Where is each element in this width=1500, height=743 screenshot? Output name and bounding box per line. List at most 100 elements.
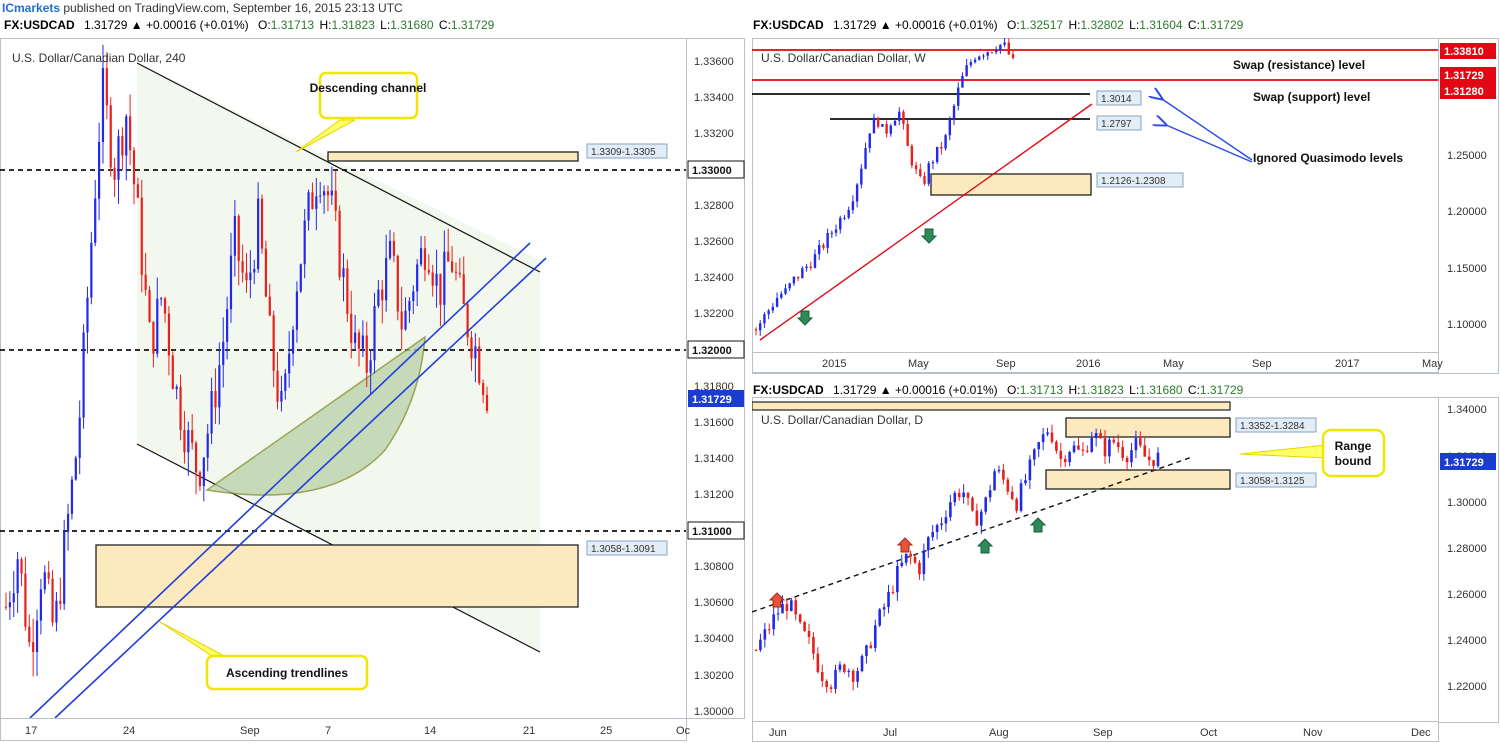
weekly-chart-title: U.S. Dollar/Canadian Dollar, W <box>761 51 926 65</box>
candle-body <box>101 68 105 142</box>
candle-body <box>754 649 758 651</box>
candle-body <box>927 163 930 184</box>
svg-text:1.3058-1.3091: 1.3058-1.3091 <box>591 544 656 555</box>
candle-body <box>798 614 802 623</box>
candle-body <box>887 591 890 608</box>
candle-body <box>218 365 221 408</box>
candle-body <box>1015 499 1018 511</box>
candle-body <box>988 490 992 498</box>
candle-body <box>785 603 789 611</box>
candle-body <box>400 311 403 330</box>
candle-body <box>763 314 766 324</box>
qm-arrow-1 <box>1162 99 1253 161</box>
candle-body <box>268 296 271 316</box>
svg-text:1.33400: 1.33400 <box>694 92 734 104</box>
ascending-trendline-lower <box>54 257 547 718</box>
candle-body <box>12 593 15 603</box>
candle-body <box>136 184 139 198</box>
candle-body <box>326 191 330 196</box>
svg-text:1.31729: 1.31729 <box>692 394 732 406</box>
candle-body <box>994 50 998 53</box>
candle-body <box>24 573 27 627</box>
svg-text:Oc: Oc <box>676 725 691 737</box>
svg-text:Sep: Sep <box>1252 358 1272 370</box>
candle-body <box>1059 450 1063 459</box>
weekly-demand-zone <box>930 173 1092 196</box>
candle-body <box>898 111 901 121</box>
candle-body <box>396 255 399 312</box>
candle-body <box>485 394 489 411</box>
candle-body <box>896 565 899 593</box>
candle-body <box>1077 445 1080 450</box>
svg-text:1.33200: 1.33200 <box>694 128 734 140</box>
candle-body <box>767 310 770 315</box>
weekly-time-axis[interactable] <box>752 352 1439 373</box>
daily-time-axis[interactable] <box>752 721 1439 742</box>
candle-body <box>1130 450 1133 463</box>
svg-text:7: 7 <box>325 725 331 737</box>
candle-body <box>1072 445 1076 452</box>
candle-body <box>35 620 39 652</box>
svg-text:1.31400: 1.31400 <box>694 453 734 465</box>
daily-x-ticks: Jun Jul Aug Sep Oct Nov Dec <box>769 727 1431 739</box>
svg-text:1.31000: 1.31000 <box>692 526 732 538</box>
candle-body <box>447 251 450 262</box>
weekly-x-ticks: 2015 May Sep 2016 May Sep 2017 May <box>822 358 1443 370</box>
candle-body <box>1116 442 1120 448</box>
daily-info-line: FX:USDCAD 1.31729 ▲ +0.00016 (+0.01%) O:… <box>753 383 1244 397</box>
svg-text:1.28000: 1.28000 <box>1447 543 1487 555</box>
candle-body <box>1011 54 1015 58</box>
candle-body <box>1003 42 1006 45</box>
candle-body <box>792 276 796 284</box>
h4-time-axis[interactable] <box>0 718 687 741</box>
svg-text:1.3309-1.3305: 1.3309-1.3305 <box>591 147 656 158</box>
svg-text:1.32200: 1.32200 <box>694 308 734 320</box>
candle-body <box>1007 42 1010 55</box>
svg-text:bound: bound <box>1335 454 1372 468</box>
range-bound-callout: Range bound <box>1239 428 1386 478</box>
candle-body <box>210 391 213 434</box>
candle-body <box>229 255 233 310</box>
candle-body <box>1006 479 1010 492</box>
candle-body <box>74 457 77 480</box>
svg-text:2015: 2015 <box>822 358 846 370</box>
candle-body <box>919 169 922 177</box>
svg-text:1.3058-1.3125: 1.3058-1.3125 <box>1240 476 1305 487</box>
brand-logo[interactable]: ICmarkets <box>2 1 61 15</box>
candle-body <box>902 111 905 124</box>
candle-body <box>125 116 128 156</box>
candle-body <box>965 65 968 76</box>
candle-body <box>361 335 364 349</box>
daily-price-axis[interactable] <box>1438 397 1499 723</box>
daily-up-arrow-1 <box>976 538 994 554</box>
h4-price-axis[interactable] <box>686 38 745 719</box>
candle-body <box>759 639 762 651</box>
candle-body <box>388 240 392 259</box>
weekly-up-arrow-1 <box>796 310 814 326</box>
candle-body <box>342 268 345 278</box>
weekly-up-arrow-2 <box>920 228 938 244</box>
daily-candles <box>754 424 1160 694</box>
candle-body <box>458 272 461 275</box>
candle-body <box>776 613 780 615</box>
candle-body <box>825 680 828 688</box>
candle-body <box>1103 438 1107 457</box>
candle-body <box>1090 438 1094 452</box>
candle-body <box>847 670 851 672</box>
candle-body <box>129 116 132 151</box>
svg-text:Nov: Nov <box>1303 727 1323 739</box>
daily-price-tag-text: 1.31729 <box>1444 457 1484 469</box>
candle-body <box>307 192 310 221</box>
candle-body <box>775 297 779 307</box>
daily-supply-zone <box>1065 417 1231 438</box>
svg-text:1.32400: 1.32400 <box>694 272 734 284</box>
candle-body <box>763 629 767 640</box>
candle-body <box>952 105 956 120</box>
candle-body <box>900 562 904 566</box>
weekly-plot-area[interactable] <box>752 38 1439 374</box>
candle-body <box>834 229 838 233</box>
candle-body <box>121 136 124 156</box>
svg-text:1.30800: 1.30800 <box>694 561 734 573</box>
candle-body <box>856 671 859 682</box>
h4-x-ticks: 17 24 Sep 7 14 21 25 Oc <box>25 725 691 737</box>
